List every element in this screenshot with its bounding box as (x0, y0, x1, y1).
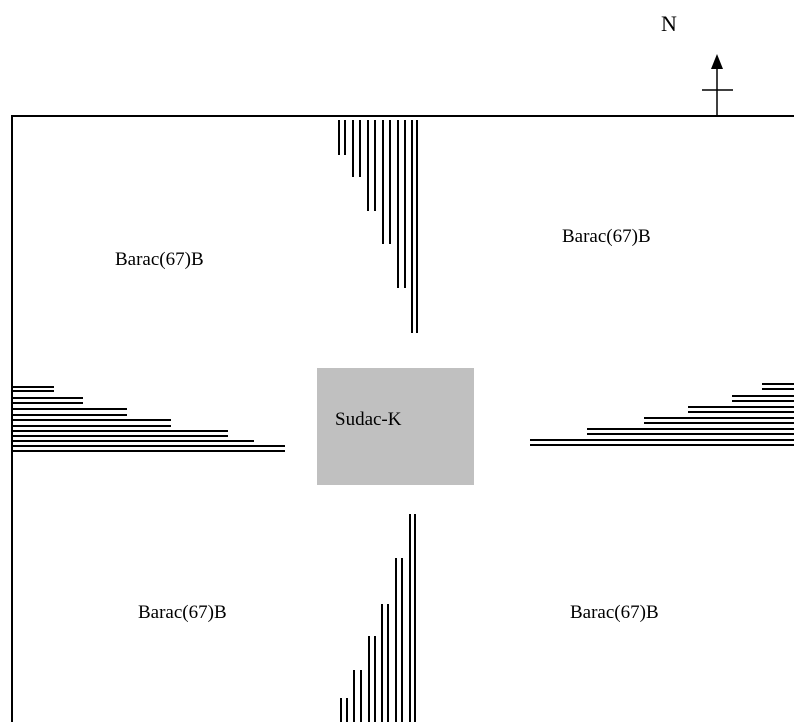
south-hatch-lines (340, 514, 416, 722)
central-zone-label: Sudac-K (335, 409, 402, 430)
east-hatch-lines (530, 383, 794, 446)
quadrant-label-northeast: Barac(67)B (562, 226, 651, 247)
quadrant-label-northwest: Barac(67)B (115, 249, 204, 270)
north-hatch-lines (338, 120, 418, 333)
west-hatch-lines (12, 386, 285, 452)
north-arrow-icon (702, 54, 733, 115)
quadrant-label-southeast: Barac(67)B (570, 602, 659, 623)
quadrant-label-southwest: Barac(67)B (138, 602, 227, 623)
north-label: N (661, 11, 677, 36)
central-zone-block: Sudac-K (317, 368, 474, 485)
